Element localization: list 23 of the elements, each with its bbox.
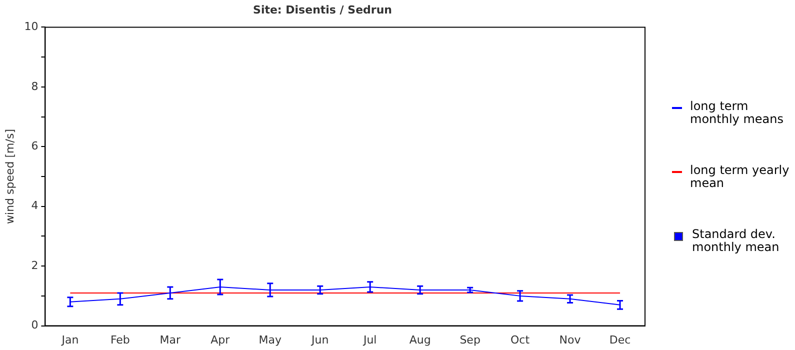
x-tick-label: Feb <box>110 333 130 346</box>
y-tick-label: 2 <box>31 258 38 272</box>
y-axis-title: wind speed [m/s] <box>3 129 16 224</box>
x-tick-label: Aug <box>409 333 431 346</box>
x-tick-label: Jun <box>310 333 329 346</box>
x-tick-label: May <box>258 333 282 346</box>
legend-label: long term yearly mean <box>690 163 790 190</box>
x-tick-label: Dec <box>609 333 631 346</box>
y-tick-label: 4 <box>31 199 38 212</box>
chart-title: Site: Disentis / Sedrun <box>253 3 392 16</box>
x-tick-label: Sep <box>460 333 480 346</box>
x-tick-label: Apr <box>210 333 230 346</box>
x-tick-label: Jul <box>362 333 377 346</box>
x-tick-label: Jan <box>60 333 79 346</box>
text: Standard dev. monthly mean <box>692 227 780 254</box>
y-tick-label: 8 <box>31 80 38 93</box>
legend-label: long term monthly means <box>690 99 784 126</box>
y-tick-label: 10 <box>24 20 38 34</box>
x-tick-label: Mar <box>160 333 182 346</box>
y-tick-label: 6 <box>31 140 38 152</box>
y-tick-label: 0 <box>31 318 38 332</box>
x-tick-label: Oct <box>510 333 530 346</box>
x-tick-label: Nov <box>559 333 582 346</box>
